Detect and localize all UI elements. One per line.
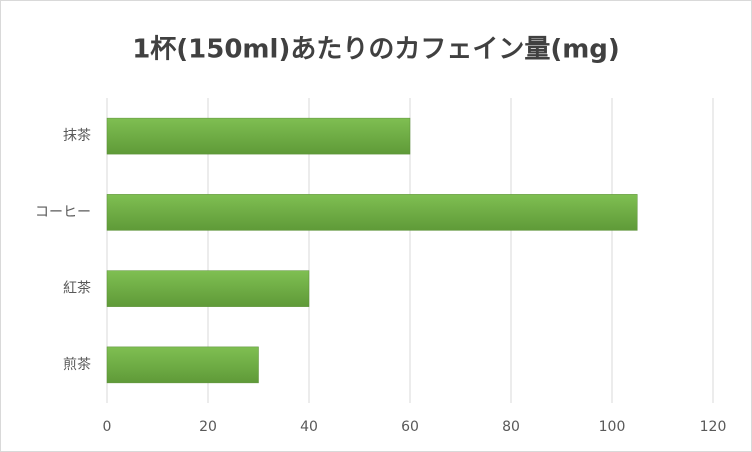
- x-tick-label: 80: [502, 419, 520, 435]
- x-tick-label: 0: [103, 419, 112, 435]
- chart-title: 1杯(150ml)あたりのカフェイン量(mg): [132, 35, 620, 65]
- bar: [106, 270, 310, 307]
- y-tick-label: 煎茶: [63, 357, 91, 373]
- y-tick-label: 紅茶: [63, 281, 91, 297]
- x-tick-label: 20: [199, 419, 217, 435]
- x-tick-label: 100: [599, 419, 626, 435]
- y-tick-label: 抹茶: [63, 128, 91, 144]
- x-tick-label: 60: [401, 419, 419, 435]
- x-tick-label: 120: [700, 419, 727, 435]
- bar: [106, 346, 259, 384]
- y-tick-label: コーヒー: [35, 204, 91, 220]
- bar: [106, 194, 638, 231]
- bar: [106, 117, 411, 155]
- x-tick-label: 40: [300, 419, 318, 435]
